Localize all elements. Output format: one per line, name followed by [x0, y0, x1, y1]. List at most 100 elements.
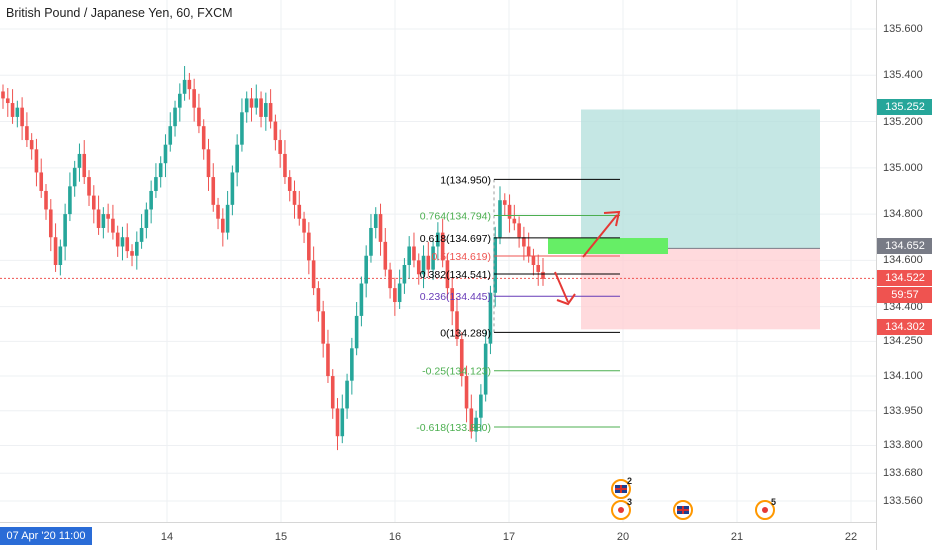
candle-body: [383, 241, 388, 270]
candle-body: [436, 232, 440, 247]
candle-body: [192, 89, 196, 108]
candle-body: [354, 315, 359, 349]
price-tag: 134.302: [877, 319, 932, 335]
candle-body: [469, 408, 474, 432]
candle-body: [48, 209, 53, 238]
candle-body: [201, 126, 206, 150]
candle-body: [479, 394, 483, 418]
price-tick-label: 134.250: [883, 335, 923, 348]
candle-body: [445, 260, 450, 289]
fib-level-label: 0.618(134.697): [420, 233, 491, 245]
candlesticks: [1, 66, 545, 451]
candle-body: [139, 227, 144, 242]
candle-body: [1, 91, 5, 99]
candle-body: [221, 218, 225, 233]
price-axis[interactable]: 135.600 135.400 135.200 135.000 134.800 134.6…: [876, 0, 932, 550]
candle-body: [96, 209, 101, 228]
time-tick-label: 15: [274, 531, 288, 543]
candle-body: [240, 112, 244, 145]
candle-body: [187, 79, 192, 90]
candle-body: [388, 269, 392, 289]
time-tick-label: 22: [844, 531, 858, 543]
candle-body: [278, 140, 282, 154]
current-date-tag: 07 Apr '20 11:00: [0, 527, 92, 545]
price-tick-label: 134.800: [883, 208, 923, 221]
price-tick-label: 135.400: [883, 69, 923, 82]
candle-body: [91, 195, 96, 210]
candle-body: [517, 223, 521, 238]
candle-body: [115, 232, 120, 247]
candle-body: [111, 218, 115, 233]
price-tick-label: 135.600: [883, 23, 923, 35]
fib-level-label: 0.382(134.541): [420, 269, 491, 281]
event-dot-icon: [618, 507, 624, 513]
candle-body: [149, 190, 153, 210]
candle-body: [311, 260, 316, 289]
fib-level-label: -0.25(134.123): [422, 366, 491, 378]
price-tick-label: 134.600: [883, 254, 923, 267]
candle-body: [526, 246, 531, 256]
candle-body: [283, 153, 287, 178]
candle-body: [498, 200, 502, 238]
stop-loss-zone: [581, 248, 820, 330]
candle-body: [340, 408, 345, 437]
candle-body: [397, 283, 402, 303]
time-tick-label: 14: [160, 531, 174, 543]
candle-body: [178, 93, 182, 108]
candle-body: [350, 348, 354, 381]
candle-body: [512, 218, 517, 224]
candle-body: [77, 153, 82, 168]
price-tag: 135.252: [877, 99, 932, 115]
candle-body: [20, 107, 24, 127]
candle-body: [373, 214, 378, 228]
candle-body: [440, 232, 445, 261]
price-chart[interactable]: 1(134.950) 0.764(134.794) 0.618(134.697) 0.…: [0, 0, 876, 522]
candle-body: [273, 121, 278, 141]
candle-body: [364, 255, 368, 284]
candle-body: [154, 177, 158, 191]
event-count-badge: 2: [627, 476, 632, 486]
fib-level-label: 0(134.289): [440, 327, 491, 339]
candle-body: [254, 98, 259, 108]
candle-body: [541, 271, 545, 279]
candle-body: [72, 167, 77, 187]
time-tick-label: 21: [730, 531, 744, 543]
price-tag: 134.652: [877, 238, 932, 254]
chart-title: British Pound / Japanese Yen, 60, FXCM: [6, 6, 233, 20]
candle-body: [459, 339, 464, 377]
candle-body: [63, 214, 67, 247]
candle-body: [302, 218, 306, 233]
time-axis[interactable]: 14 15 16 17 20 21 22: [0, 522, 876, 551]
candle-body: [144, 209, 149, 228]
candle-body: [125, 237, 130, 252]
fib-level-label: 0.236(134.445): [420, 291, 491, 303]
candle-body: [464, 376, 469, 409]
candle-body: [450, 288, 455, 312]
candle-body: [522, 237, 526, 247]
price-tag: 134.522: [877, 270, 932, 286]
fib-level-label: 0.764(134.794): [420, 210, 491, 222]
fib-level-label: 0.5(134.619): [431, 251, 491, 263]
candle-body: [431, 246, 435, 270]
candle-body: [101, 214, 106, 228]
chart-plot-area[interactable]: British Pound / Japanese Yen, 60, FXCM 1…: [0, 0, 876, 522]
candle-body: [249, 98, 254, 108]
candle-body: [29, 140, 34, 150]
candle-body: [369, 227, 373, 256]
candle-body: [39, 172, 44, 191]
candle-body: [120, 237, 125, 247]
price-tick-label: 135.000: [883, 161, 923, 174]
candle-body: [168, 126, 173, 145]
candle-body: [416, 260, 421, 275]
event-count-badge: 5: [771, 497, 776, 507]
fib-level-label: 1(134.950): [440, 174, 491, 186]
candle-body: [130, 251, 134, 256]
candle-body: [455, 311, 459, 340]
candle-body: [158, 163, 163, 178]
time-tick-label: 16: [388, 531, 402, 543]
candle-body: [68, 186, 72, 215]
candle-body: [5, 98, 10, 104]
candle-body: [87, 177, 91, 196]
candle-body: [244, 98, 249, 113]
candle-body: [230, 172, 235, 205]
